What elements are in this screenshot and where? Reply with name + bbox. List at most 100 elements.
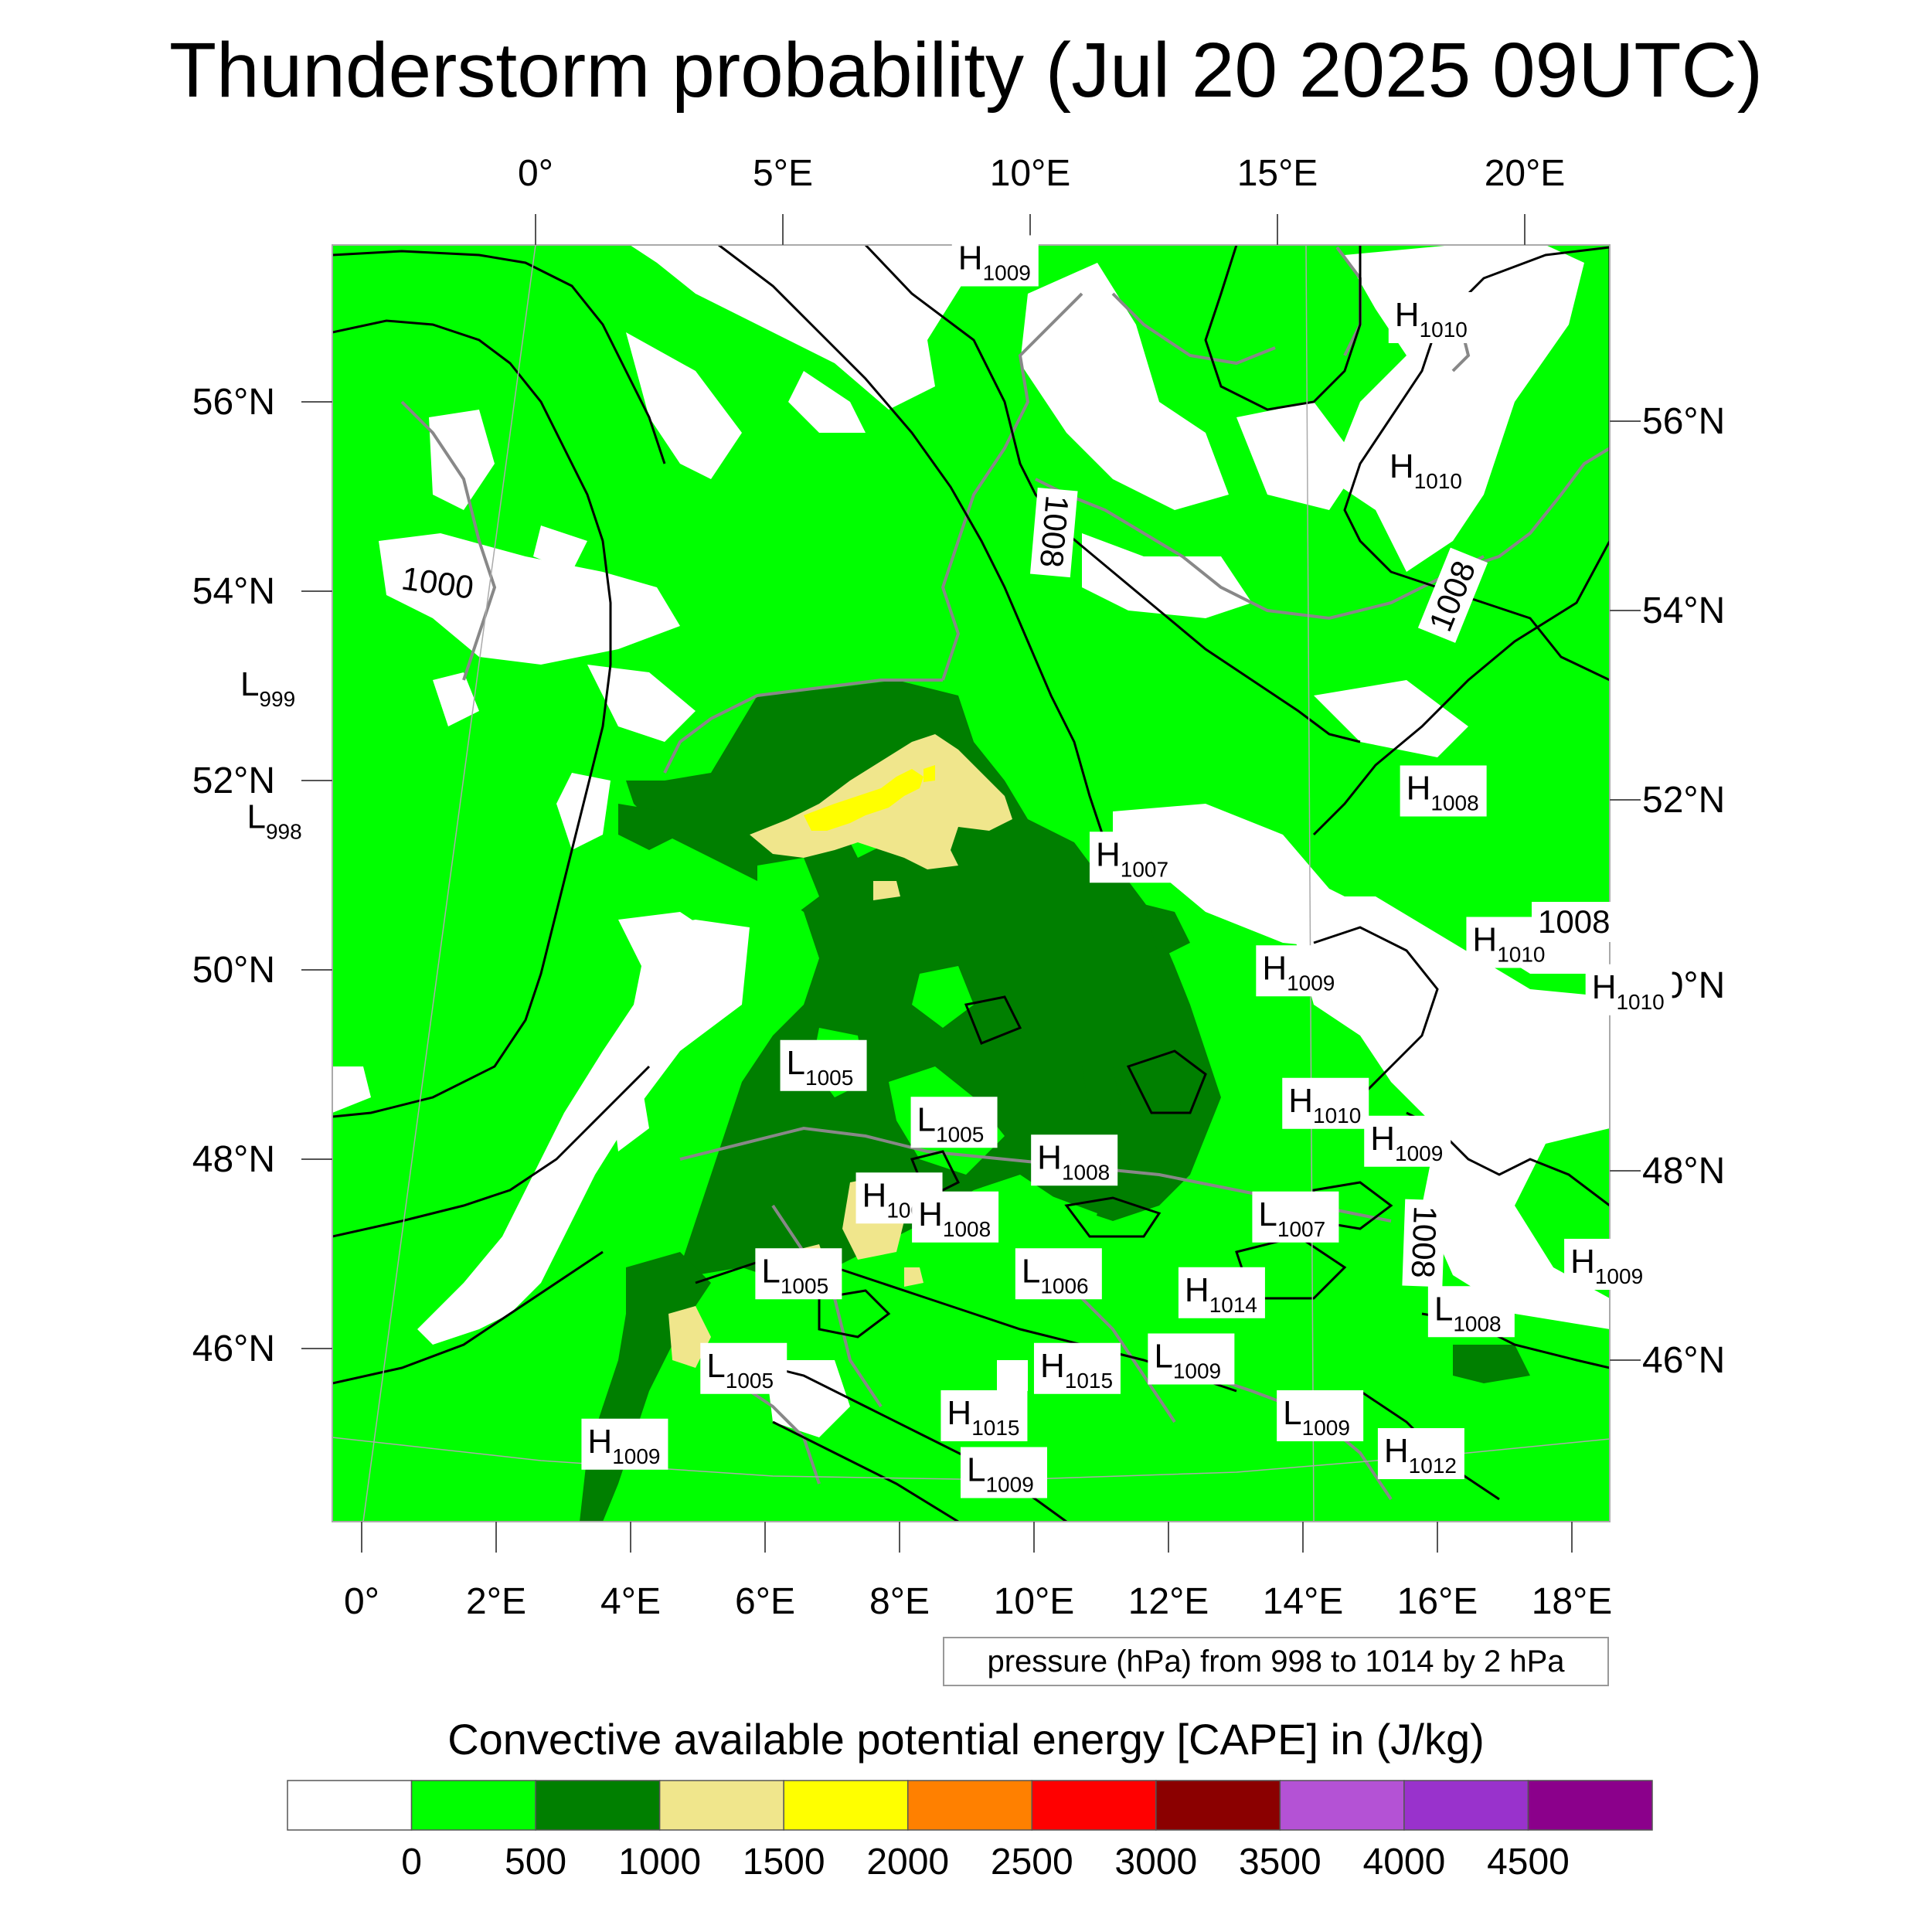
colorbar-swatch: [1403, 1780, 1529, 1831]
pressure-type: H: [918, 1196, 943, 1233]
right-lat-label: 54°N: [1642, 590, 1725, 631]
pressure-value: 1005: [781, 1274, 828, 1298]
pressure-type: L: [240, 665, 259, 703]
pressure-value: 998: [266, 819, 302, 843]
colorbar-title: Convective available potential energy [C…: [447, 1715, 1485, 1764]
pressure-value: 999: [259, 687, 295, 711]
pressure-value: 1015: [971, 1416, 1019, 1440]
pressure-value: 1010: [1497, 943, 1545, 967]
colorbar-tick-label: 3000: [1114, 1842, 1197, 1883]
colorbar-swatch: [287, 1780, 413, 1831]
chart-title: Thunderstorm probability (Jul 20 2025 09…: [168, 27, 1764, 114]
pressure-value: 1009: [983, 261, 1031, 285]
isobar-value-labels: 1000 1008 1008 1008 1008: [393, 487, 1618, 1287]
pressure-type: L: [706, 1347, 725, 1385]
colorbar-swatch: [1527, 1780, 1653, 1831]
top-lon-label: 0°: [518, 153, 553, 194]
svg-text:L1009: L1009: [967, 1451, 1034, 1497]
high-pressure-label: H1015: [1033, 1342, 1121, 1394]
pressure-value: 1009: [1395, 1141, 1443, 1165]
low-pressure-label: L1009: [1148, 1333, 1235, 1385]
svg-text:H1015: H1015: [947, 1394, 1019, 1440]
top-lon-label: 5°E: [753, 153, 813, 194]
pressure-type: H: [1370, 1120, 1395, 1158]
bottom-lon-label: 6°E: [735, 1581, 795, 1622]
pressure-type: H: [1040, 1347, 1065, 1385]
cape-bin-1500-2000-areas: [804, 765, 935, 831]
pressure-type: H: [1395, 296, 1420, 334]
high-pressure-label: H1009: [1564, 1239, 1651, 1290]
svg-text:H1009: H1009: [587, 1423, 660, 1468]
svg-text:L999: L999: [240, 665, 295, 711]
svg-text:H1014: H1014: [1185, 1271, 1257, 1317]
bottom-lon-label: 16°E: [1397, 1581, 1478, 1622]
pressure-type: L: [917, 1100, 936, 1138]
high-pressure-label: H1009: [951, 235, 1039, 287]
colorbar-swatch: [410, 1780, 536, 1831]
svg-text:H1010: H1010: [1395, 296, 1468, 342]
pressure-type: H: [1037, 1138, 1062, 1176]
colorbar-swatch: [658, 1780, 784, 1831]
right-lat-label: 46°N: [1642, 1340, 1725, 1381]
colorbar-swatch: [783, 1780, 909, 1831]
svg-text:H1010: H1010: [1592, 968, 1665, 1014]
svg-text:H1015: H1015: [1040, 1347, 1113, 1393]
bottom-lon-label: 10°E: [994, 1581, 1075, 1622]
svg-text:L1005: L1005: [917, 1100, 985, 1146]
pressure-value: 1009: [1595, 1264, 1643, 1288]
pressure-value: 1015: [1065, 1369, 1113, 1393]
pressure-value: 1009: [1173, 1359, 1221, 1383]
bottom-lon-label: 2°E: [466, 1581, 526, 1622]
pressure-center-labels: H1009H1010H1010L999L998H1008H1007H1010H1…: [233, 235, 1672, 1498]
pressure-value: 1012: [1409, 1454, 1457, 1478]
svg-text:H1012: H1012: [1384, 1432, 1457, 1478]
pressure-value: 1005: [805, 1066, 853, 1090]
low-pressure-label: L1005: [780, 1039, 867, 1091]
low-pressure-label: L1009: [1277, 1390, 1364, 1441]
pressure-value: 1007: [1121, 857, 1168, 881]
svg-text:H1008: H1008: [1037, 1138, 1110, 1184]
right-lat-label: 52°N: [1642, 780, 1725, 821]
colorbar-swatch: [1279, 1780, 1405, 1831]
left-lat-label: 54°N: [192, 571, 275, 612]
colorbar-tick-label: 500: [505, 1842, 566, 1883]
svg-text:L998: L998: [247, 798, 301, 843]
high-pressure-label: H1009: [581, 1418, 668, 1470]
svg-text:H1009: H1009: [1370, 1120, 1443, 1165]
svg-text:H1010: H1010: [1288, 1082, 1361, 1128]
svg-text:H1009: H1009: [1262, 949, 1335, 995]
bottom-lon-label: 0°: [344, 1581, 379, 1622]
pressure-value: 1005: [936, 1122, 984, 1146]
axis-tick-labels: 0° 5°E 10°E 15°E 20°E 0° 2°E 4°E 6°E 8°E 10°E 12°E 1…: [192, 153, 1726, 1622]
svg-text:H1007: H1007: [1096, 835, 1168, 881]
pressure-value: 1014: [1209, 1293, 1257, 1317]
colorbar-swatch: [906, 1780, 1033, 1831]
low-pressure-label: L1005: [910, 1097, 998, 1148]
high-pressure-label: H1010: [1282, 1077, 1369, 1129]
colorbar-tick-label: 3500: [1239, 1842, 1321, 1883]
high-pressure-label: H1008: [1031, 1134, 1118, 1186]
pressure-value: 1010: [1616, 990, 1664, 1014]
pressure-type: H: [1389, 447, 1414, 485]
pressure-type: H: [862, 1176, 887, 1214]
pressure-type: L: [761, 1252, 780, 1290]
svg-text:1008: 1008: [1538, 903, 1610, 940]
high-pressure-label: H1009: [1256, 945, 1343, 997]
left-lat-label: 56°N: [192, 382, 275, 423]
low-pressure-label: L998: [240, 794, 328, 845]
pressure-type: L: [787, 1044, 805, 1082]
colorbar-tick-label: 4000: [1363, 1842, 1446, 1883]
svg-text:L1009: L1009: [1154, 1338, 1221, 1383]
isobar-label: 1008: [1402, 1199, 1446, 1287]
colorbar-tick-label: 2000: [866, 1842, 949, 1883]
left-lat-label: 50°N: [192, 950, 275, 991]
pressure-type: H: [958, 240, 983, 277]
pressure-type: L: [967, 1451, 985, 1489]
high-pressure-label: H1010: [1383, 444, 1470, 495]
top-lon-label: 10°E: [990, 153, 1071, 194]
top-lon-label: 15°E: [1237, 153, 1318, 194]
pressure-value: 1009: [1287, 971, 1335, 995]
pressure-value: 1005: [726, 1369, 774, 1393]
bottom-lon-label: 12°E: [1128, 1581, 1209, 1622]
